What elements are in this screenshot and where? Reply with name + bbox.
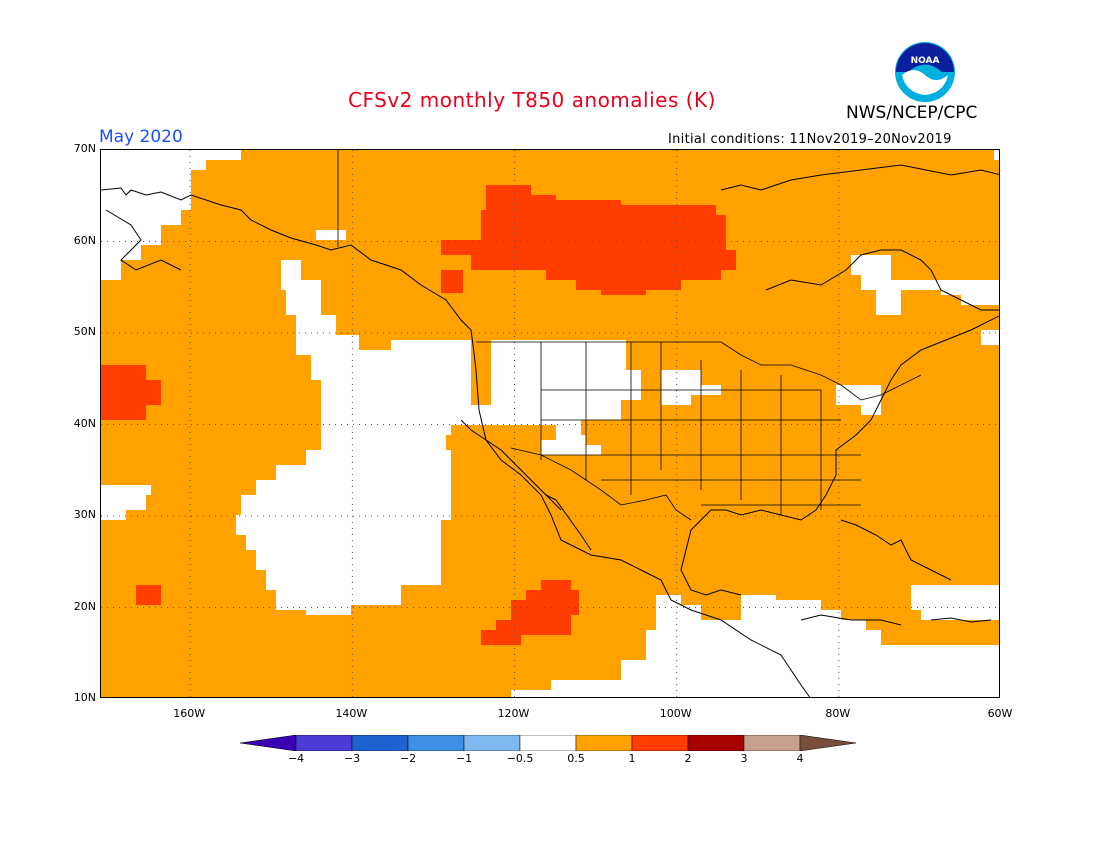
- forecast-month: May 2020: [99, 127, 183, 147]
- neutral-anomaly-areas: [101, 150, 999, 697]
- colorbar-segment: [407, 735, 465, 751]
- colorbar-segment: [519, 735, 577, 751]
- latitude-label: 30N: [73, 508, 96, 521]
- colorbar-tick-label: −1: [455, 752, 473, 765]
- latitude-label: 50N: [73, 325, 96, 338]
- anomaly-map: [100, 149, 1000, 698]
- noaa-logo-icon: NOAA: [895, 42, 955, 102]
- political-boundaries: [337, 150, 922, 521]
- colorbar-tick-label: 0.5: [567, 752, 585, 765]
- colorbar-extend-high: [799, 735, 857, 751]
- initial-conditions: Initial conditions: 11Nov2019–20Nov2019: [668, 132, 952, 147]
- colorbar: [240, 735, 857, 751]
- longitude-label: 60W: [987, 707, 1013, 720]
- longitude-label: 100W: [659, 707, 692, 720]
- latitude-label: 70N: [73, 142, 96, 155]
- colorbar-tick-label: −3: [343, 752, 361, 765]
- map-title: CFSv2 monthly T850 anomalies (K): [348, 88, 716, 112]
- colorbar-extend-low: [240, 735, 297, 751]
- map-canvas: [101, 150, 999, 697]
- colorbar-segment: [687, 735, 745, 751]
- colorbar-tick-label: −2: [399, 752, 417, 765]
- latitude-label: 20N: [73, 599, 96, 613]
- organization-label: NWS/NCEP/CPC: [846, 103, 978, 123]
- colorbar-tick-label: 1: [628, 752, 636, 765]
- red-anomaly-areas: [101, 185, 736, 645]
- colorbar-segment: [631, 735, 689, 751]
- latitude-label: 10N: [73, 691, 96, 704]
- svg-text:NOAA: NOAA: [911, 56, 940, 66]
- colorbar-segment: [743, 735, 801, 751]
- latitude-label: 40N: [73, 416, 96, 430]
- colorbar-tick-label: 4: [796, 752, 804, 765]
- longitude-label: 120W: [497, 707, 530, 720]
- coastlines: [101, 164, 999, 697]
- longitude-label: 80W: [825, 707, 851, 720]
- colorbar-tick-label: −4: [287, 752, 305, 765]
- colorbar-segment: [575, 735, 633, 751]
- colorbar-tick-label: 3: [740, 752, 748, 765]
- graticule: [101, 150, 999, 697]
- colorbar-segment: [295, 735, 353, 751]
- colorbar-tick-label: 2: [684, 752, 692, 765]
- longitude-label: 140W: [335, 707, 368, 720]
- colorbar-tick-label: −0.5: [506, 752, 534, 765]
- latitude-label: 60N: [73, 233, 96, 247]
- longitude-label: 160W: [173, 707, 206, 720]
- colorbar-segment: [351, 735, 409, 751]
- colorbar-segment: [463, 735, 521, 751]
